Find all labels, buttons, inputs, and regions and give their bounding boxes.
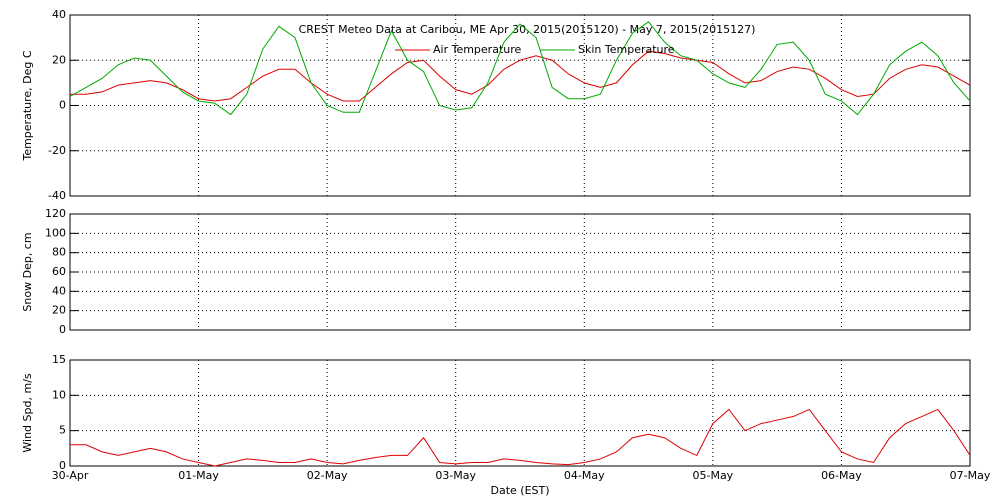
y-tick-label: -20 bbox=[48, 144, 66, 157]
y-tick-label: 60 bbox=[52, 265, 66, 278]
x-tick-label: 06-May bbox=[821, 469, 862, 482]
x-tick-label: 01-May bbox=[178, 469, 219, 482]
legend-label: Air Temperature bbox=[433, 43, 522, 56]
x-tick-label: 30-Apr bbox=[52, 469, 89, 482]
y-tick-label: 15 bbox=[52, 353, 66, 366]
y-tick-label: 100 bbox=[45, 226, 66, 239]
y-tick-label: 0 bbox=[59, 459, 66, 472]
x-axis-label: Date (EST) bbox=[490, 484, 549, 497]
data-line bbox=[70, 50, 971, 102]
y-tick-label: 40 bbox=[52, 284, 66, 297]
data-line bbox=[69, 21, 971, 116]
y-axis-label: Wind Spd, m/s bbox=[21, 373, 34, 453]
y-tick-label: 80 bbox=[52, 246, 66, 259]
y-tick-label: 20 bbox=[52, 304, 66, 317]
y-axis-label: Temperature, Deg C bbox=[21, 50, 34, 161]
legend-label: Skin Temperature bbox=[578, 43, 675, 56]
y-tick-label: 10 bbox=[52, 388, 66, 401]
y-tick-label: -40 bbox=[48, 189, 66, 202]
x-tick-label: 07-May bbox=[950, 469, 991, 482]
y-tick-label: 120 bbox=[45, 207, 66, 220]
plot-frame bbox=[69, 359, 971, 467]
y-tick-label: 0 bbox=[59, 99, 66, 112]
x-tick-label: 02-May bbox=[307, 469, 348, 482]
y-tick-label: 5 bbox=[59, 424, 66, 437]
data-line bbox=[70, 408, 971, 467]
x-tick-label: 03-May bbox=[435, 469, 476, 482]
y-tick-label: 40 bbox=[52, 8, 66, 21]
y-tick-label: 0 bbox=[59, 323, 66, 336]
x-tick-label: 05-May bbox=[692, 469, 733, 482]
y-axis-label: Snow Dep, cm bbox=[21, 232, 34, 311]
y-tick-label: 20 bbox=[52, 53, 66, 66]
x-tick-label: 04-May bbox=[564, 469, 605, 482]
